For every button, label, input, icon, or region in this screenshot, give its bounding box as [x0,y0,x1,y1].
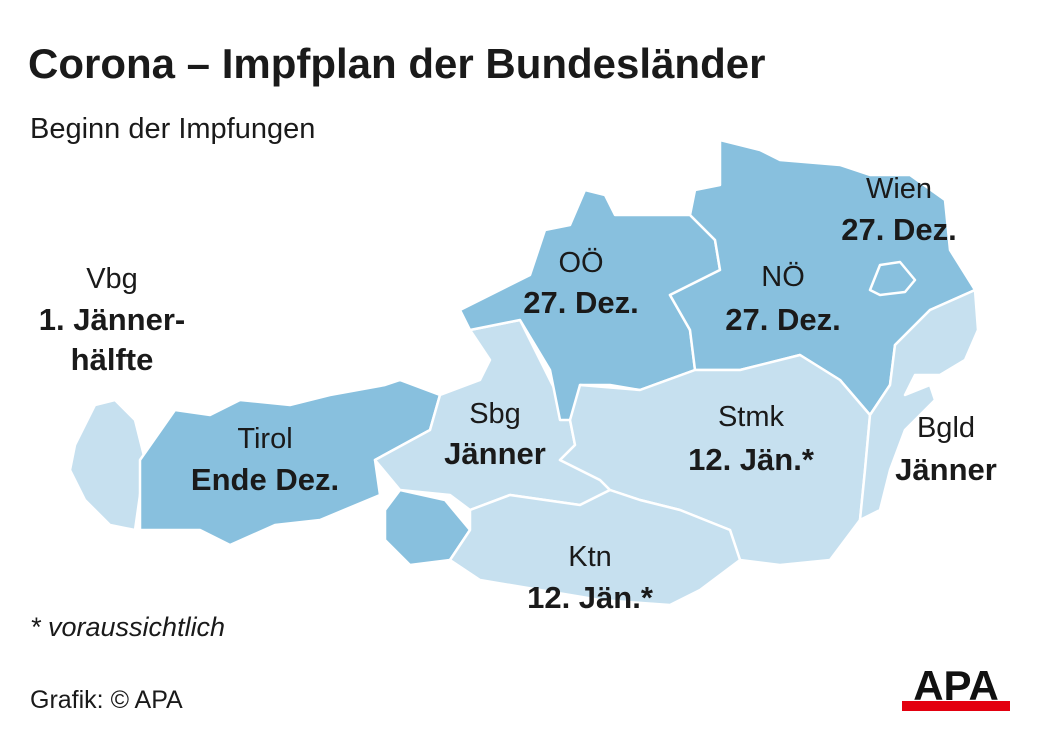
region-name: Stmk [718,401,785,433]
region-date: Ende Dez. [191,462,339,497]
region-name: Tirol [237,423,292,455]
region-date: Jänner [895,452,997,487]
region-name: Ktn [568,541,612,573]
region-name: OÖ [558,247,603,279]
footnote: * voraussichtlich [30,612,225,642]
region-name: Vbg [86,263,138,295]
region-name: Wien [866,173,932,205]
logo-bar [902,701,1010,711]
region-date: 12. Jän.* [688,442,815,477]
region-shape [858,288,980,522]
region-date: 12. Jän.* [527,580,654,615]
map [68,138,980,607]
region-name: NÖ [761,261,805,293]
region-shape [448,488,742,607]
region-date: 1. Jänner- [39,302,185,337]
region-date: Jänner [444,436,546,471]
region-shape [868,260,917,297]
credit: Grafik: © APA [30,686,183,714]
subtitle: Beginn der Impfungen [30,113,315,145]
logo: APA [902,662,1010,711]
region-date: hälfte [71,342,154,377]
region-shape [558,353,872,567]
region-shape [68,398,147,532]
region-name: Sbg [469,398,521,430]
region-date: 27. Dez. [523,285,638,320]
region-date: 27. Dez. [841,212,956,247]
region-date: 27. Dez. [725,302,840,337]
title: Corona – Impfplan der Bundesländer [28,40,765,87]
region-name: Bgld [917,412,975,444]
